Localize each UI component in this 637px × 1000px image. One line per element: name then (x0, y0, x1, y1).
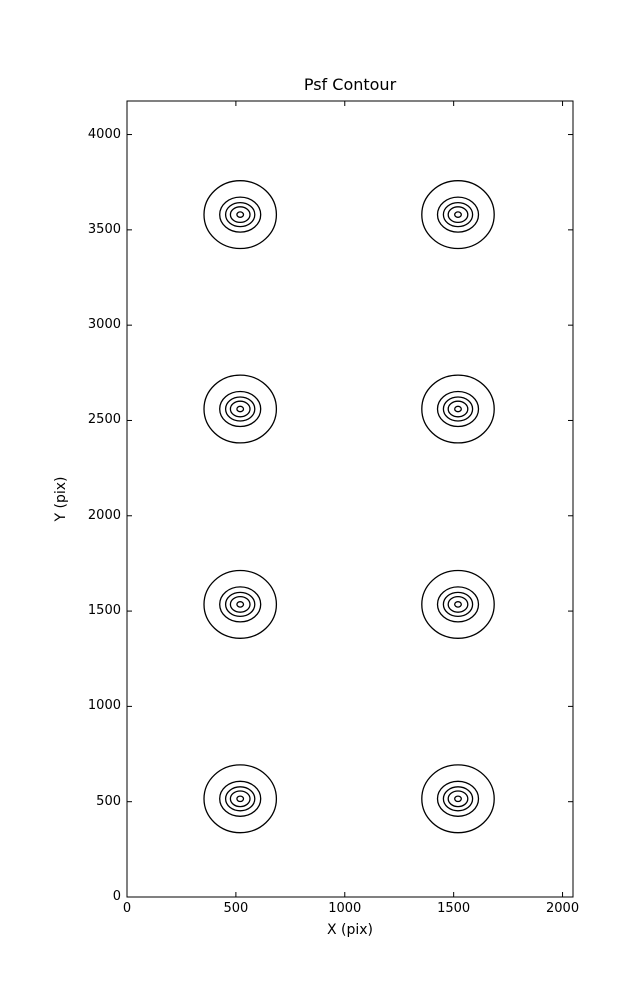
contour-ring (447, 400, 469, 418)
contour-ring (229, 595, 251, 613)
contour-ring (219, 390, 262, 428)
plot-border (126, 100, 574, 898)
contour-ring (421, 180, 495, 250)
contour-ring (224, 201, 256, 228)
x-tick-label: 0 (122, 901, 132, 916)
contour-ring (421, 764, 495, 834)
psf-contour-group (203, 180, 278, 250)
contour-ring (219, 586, 262, 623)
contour-ring (224, 786, 256, 812)
psf-contour-group (421, 374, 495, 444)
contour-ring (436, 196, 480, 233)
contour-ring (229, 400, 251, 418)
psf-contour-group (203, 764, 278, 834)
contour-ring (203, 180, 278, 250)
contour-ring (442, 786, 474, 812)
y-tick-label: 2500 (87, 412, 121, 428)
y-tick-label: 3500 (87, 221, 121, 237)
contour-ring (447, 790, 469, 808)
contour-ring (421, 374, 495, 444)
contour-ring (203, 569, 278, 639)
contour-ring (442, 201, 474, 228)
contour-ring (203, 764, 278, 834)
contour-ring (224, 591, 256, 618)
contour-ring (229, 790, 251, 808)
psf-contour-group (203, 569, 278, 639)
contour-ring (454, 211, 462, 218)
psf-contour-group (421, 569, 495, 639)
x-tick-label: 2000 (546, 901, 580, 916)
psf-contour-group (421, 764, 495, 834)
y-tick-label: 4000 (87, 126, 121, 142)
contour-ring (203, 374, 278, 444)
contour-ring (454, 795, 462, 803)
x-tick-label: 500 (223, 901, 249, 916)
contour-ring (421, 569, 495, 639)
y-tick-label: 1000 (87, 698, 121, 714)
y-tick-label: 1500 (87, 603, 121, 619)
contour-ring (454, 405, 462, 413)
contour-ring (224, 396, 256, 422)
contour-ring (436, 586, 480, 623)
contour-ring (236, 601, 245, 608)
x-tick-label: 1500 (437, 901, 471, 916)
contour-ring (454, 601, 462, 608)
y-tick-label: 500 (96, 793, 121, 809)
contour-ring (219, 780, 262, 817)
psf-contour-group (203, 374, 278, 444)
x-axis-label: X (pix) (326, 922, 374, 938)
y-axis-label: Y (pix) (53, 476, 69, 522)
x-tick-label: 1000 (328, 901, 362, 916)
y-tick-label: 2000 (87, 507, 121, 523)
chart-title: Psf Contour (303, 75, 397, 94)
contour-ring (229, 206, 251, 224)
contour-ring (236, 405, 245, 413)
contour-ring (442, 591, 474, 618)
y-tick-label: 0 (112, 889, 121, 904)
contour-ring (236, 211, 245, 218)
contour-ring (236, 795, 245, 803)
contour-ring (447, 206, 469, 224)
contour-ring (436, 390, 480, 428)
contour-ring (436, 780, 480, 817)
contour-ring (447, 595, 469, 613)
contour-ring (442, 396, 474, 422)
psf-contour-group (421, 180, 495, 250)
contour-ring (219, 196, 262, 233)
y-tick-label: 3000 (87, 317, 121, 333)
